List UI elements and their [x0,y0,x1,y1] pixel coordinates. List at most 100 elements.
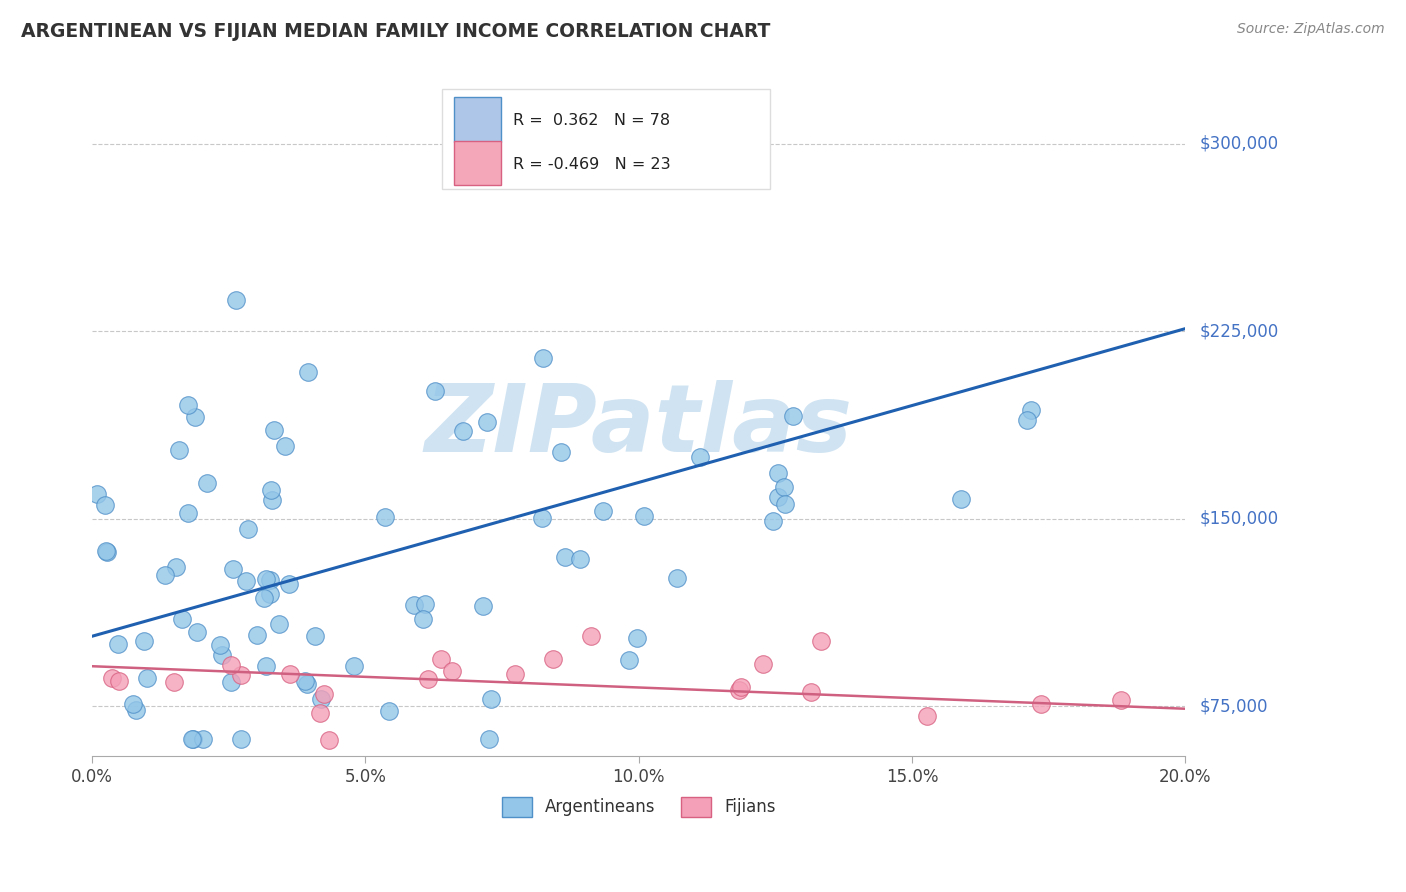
Point [153,568,176,582]
Point [762,514,785,528]
Point [592,503,614,517]
Point [231,731,253,746]
Point [689,450,711,465]
Point [478,731,501,746]
Point [1015,412,1038,426]
Point [633,508,655,523]
Point [343,658,366,673]
Point [108,674,131,689]
Point [752,657,775,672]
Point [167,443,190,458]
Point [503,667,526,681]
Point [730,680,752,694]
Point [412,612,434,626]
Point [219,657,242,672]
Point [1109,692,1132,706]
Point [297,365,319,379]
Text: $225,000: $225,000 [1199,322,1278,340]
Point [181,731,204,746]
Point [235,574,257,588]
Point [165,560,187,574]
Point [314,687,336,701]
Point [260,483,283,498]
Point [94,498,117,512]
Point [209,638,232,652]
Point [772,480,794,494]
Point [569,552,592,566]
Point [262,492,284,507]
Point [950,491,973,506]
Point [225,293,247,307]
Point [246,628,269,642]
Point [125,703,148,717]
Point [800,685,823,699]
Point [94,544,117,558]
Point [101,671,124,685]
Point [404,599,426,613]
Point [530,511,553,525]
Point [254,658,277,673]
Point [269,616,291,631]
Point [186,624,208,639]
Point [229,668,252,682]
Point [163,675,186,690]
Text: $75,000: $75,000 [1199,698,1268,715]
FancyBboxPatch shape [454,141,501,186]
Point [626,632,648,646]
Point [195,476,218,491]
Point [183,731,205,746]
Point [304,629,326,643]
Point [274,438,297,452]
Point [418,672,440,686]
Point [193,731,215,746]
Point [238,523,260,537]
Point [1019,403,1042,417]
Point [184,409,207,424]
Point [475,415,498,429]
Point [554,550,576,565]
Point [309,706,332,721]
Point [430,652,453,666]
Point [666,571,689,585]
Point [374,510,396,524]
Point [423,384,446,399]
Text: $300,000: $300,000 [1199,135,1278,153]
Point [259,573,281,587]
Point [773,497,796,511]
Point [294,673,316,688]
Point [211,648,233,662]
Text: ZIPatlas: ZIPatlas [425,380,853,472]
Text: R =  0.362   N = 78: R = 0.362 N = 78 [513,113,671,128]
Point [541,652,564,666]
Legend: Argentineans, Fijians: Argentineans, Fijians [495,790,782,823]
Point [378,704,401,718]
FancyBboxPatch shape [454,97,501,142]
Point [619,653,641,667]
Point [768,467,790,481]
Point [441,664,464,678]
Point [96,545,118,559]
Text: ARGENTINEAN VS FIJIAN MEDIAN FAMILY INCOME CORRELATION CHART: ARGENTINEAN VS FIJIAN MEDIAN FAMILY INCO… [21,22,770,41]
Point [915,709,938,723]
Point [727,682,749,697]
Point [1029,698,1052,712]
Point [177,506,200,520]
Point [259,587,281,601]
Point [254,572,277,586]
Point [295,677,318,691]
Point [810,633,832,648]
FancyBboxPatch shape [441,89,770,189]
Text: $150,000: $150,000 [1199,509,1278,528]
Point [221,562,243,576]
Point [768,490,790,504]
Point [550,445,572,459]
Point [219,674,242,689]
Point [177,398,200,412]
Point [451,424,474,438]
Text: Source: ZipAtlas.com: Source: ZipAtlas.com [1237,22,1385,37]
Point [479,691,502,706]
Point [86,486,108,500]
Point [413,597,436,611]
Point [318,732,340,747]
Text: R = -0.469   N = 23: R = -0.469 N = 23 [513,157,671,172]
